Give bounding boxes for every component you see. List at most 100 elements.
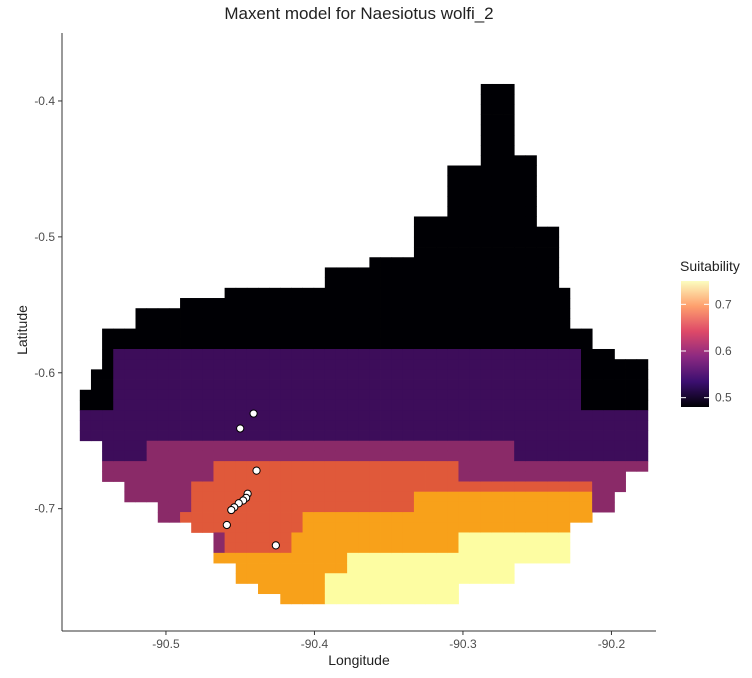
raster-cell [458,196,471,207]
raster-cell [547,512,560,523]
raster-cell [480,216,493,228]
raster-cell [246,369,259,380]
occurrence-point [227,505,236,515]
raster-cell [503,440,515,452]
raster-cell [313,461,326,472]
raster-cell [258,338,270,350]
raster-cell [202,481,214,493]
raster-cell [480,83,493,95]
raster-cell [469,277,482,289]
raster-cell [514,348,526,360]
raster-cell [180,389,192,401]
raster-cell [291,573,303,584]
raster-cell [514,185,526,197]
raster-cell [391,410,404,421]
raster-cell [547,338,560,350]
raster-cell [90,410,103,421]
raster-cell [480,226,493,238]
raster-cell [291,298,303,309]
raster-cell [213,348,226,360]
raster-cell [191,308,203,319]
raster-cell [313,593,326,605]
raster-cell [436,257,448,268]
raster-cell [480,287,493,299]
raster-cell [224,308,237,319]
raster-cell [402,593,415,605]
raster-cell [269,491,281,503]
raster-cell [447,247,459,258]
raster-cell [547,277,560,289]
raster-cell [347,552,359,564]
raster-cell [380,359,393,370]
raster-cell [625,450,638,462]
raster-cell [124,348,136,360]
raster-cell [358,318,370,329]
raster-cell [347,450,359,462]
raster-cell [291,461,303,472]
occurrence-point [271,541,280,550]
raster-cell [480,399,493,411]
raster-cell [335,471,348,482]
raster-cell [469,399,482,411]
raster-cell [425,267,437,279]
raster-cell [335,277,348,289]
raster-cell [291,318,303,329]
raster-cell [536,298,548,309]
raster-cell [347,369,359,380]
raster-cell [525,430,537,442]
raster-cell [480,267,493,279]
raster-cell [458,379,471,391]
raster-cell [547,399,560,411]
raster-cell [313,399,326,411]
raster-cell [258,440,270,452]
raster-cell [302,369,315,380]
raster-cell [168,379,181,391]
raster-cell [380,512,393,523]
raster-cell [503,226,515,238]
raster-cell [480,247,493,258]
raster-cell [458,247,471,258]
raster-cell [202,399,214,411]
raster-cell [380,379,393,391]
raster-cell [458,328,471,340]
raster-cell [425,308,437,319]
raster-cell [469,410,482,421]
raster-cell [503,430,515,442]
raster-cell [202,491,214,503]
raster-cell [569,471,582,482]
raster-cell [458,369,471,380]
raster-cell [313,563,326,574]
raster-cell [347,359,359,370]
raster-cell [369,552,381,564]
raster-cell [447,471,459,482]
raster-cell [369,522,381,533]
raster-cell [558,399,571,411]
raster-cell [547,226,560,238]
raster-cell [480,298,493,309]
raster-cell [258,410,270,421]
raster-cell [503,461,515,472]
raster-cell [324,491,337,503]
raster-cell [213,542,226,554]
raster-cell [313,532,326,544]
raster-cell [514,430,526,442]
raster-cell [324,501,337,513]
raster-cell [113,369,125,380]
raster-cell [369,501,381,513]
raster-cell [525,226,537,238]
raster-cell [235,379,248,391]
raster-cell [636,369,649,380]
raster-cell [425,440,437,452]
raster-cell [581,369,593,380]
raster-cell [269,348,281,360]
raster-cell [246,399,259,411]
raster-cell [447,532,459,544]
raster-cell [447,501,459,513]
raster-cell [369,318,381,329]
raster-cell [280,410,292,421]
raster-cell [157,318,170,329]
raster-cell [280,583,292,595]
raster-cell [191,420,203,431]
raster-cell [503,512,515,523]
raster-cell [558,420,571,431]
